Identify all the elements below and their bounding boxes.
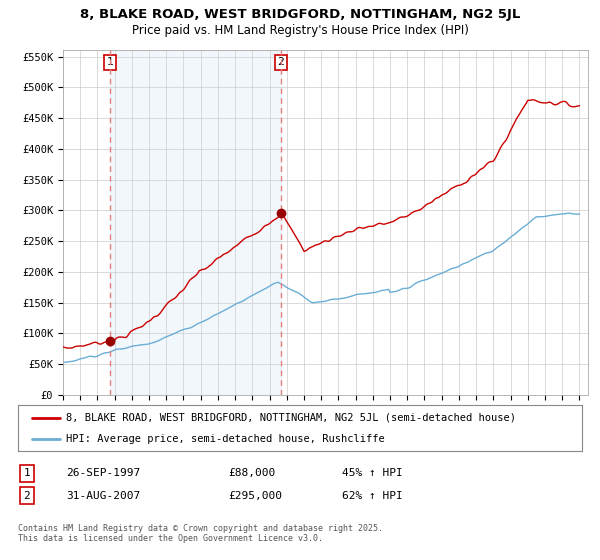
Text: 2: 2 [23, 491, 31, 501]
Text: 1: 1 [23, 468, 31, 478]
Text: 1: 1 [107, 57, 113, 67]
Bar [110, 50, 281, 395]
Text: 26-SEP-1997: 26-SEP-1997 [66, 468, 140, 478]
Text: 2: 2 [278, 57, 284, 67]
Text: HPI: Average price, semi-detached house, Rushcliffe: HPI: Average price, semi-detached house,… [66, 435, 385, 444]
Text: £88,000: £88,000 [228, 468, 275, 478]
Text: £295,000: £295,000 [228, 491, 282, 501]
Text: Contains HM Land Registry data © Crown copyright and database right 2025.
This d: Contains HM Land Registry data © Crown c… [18, 524, 383, 543]
Text: 62% ↑ HPI: 62% ↑ HPI [342, 491, 403, 501]
Text: 31-AUG-2007: 31-AUG-2007 [66, 491, 140, 501]
Text: 8, BLAKE ROAD, WEST BRIDGFORD, NOTTINGHAM, NG2 5JL: 8, BLAKE ROAD, WEST BRIDGFORD, NOTTINGHA… [80, 8, 520, 21]
Text: Price paid vs. HM Land Registry's House Price Index (HPI): Price paid vs. HM Land Registry's House … [131, 24, 469, 36]
Text: 8, BLAKE ROAD, WEST BRIDGFORD, NOTTINGHAM, NG2 5JL (semi-detached house): 8, BLAKE ROAD, WEST BRIDGFORD, NOTTINGHA… [66, 413, 516, 423]
Text: 45% ↑ HPI: 45% ↑ HPI [342, 468, 403, 478]
